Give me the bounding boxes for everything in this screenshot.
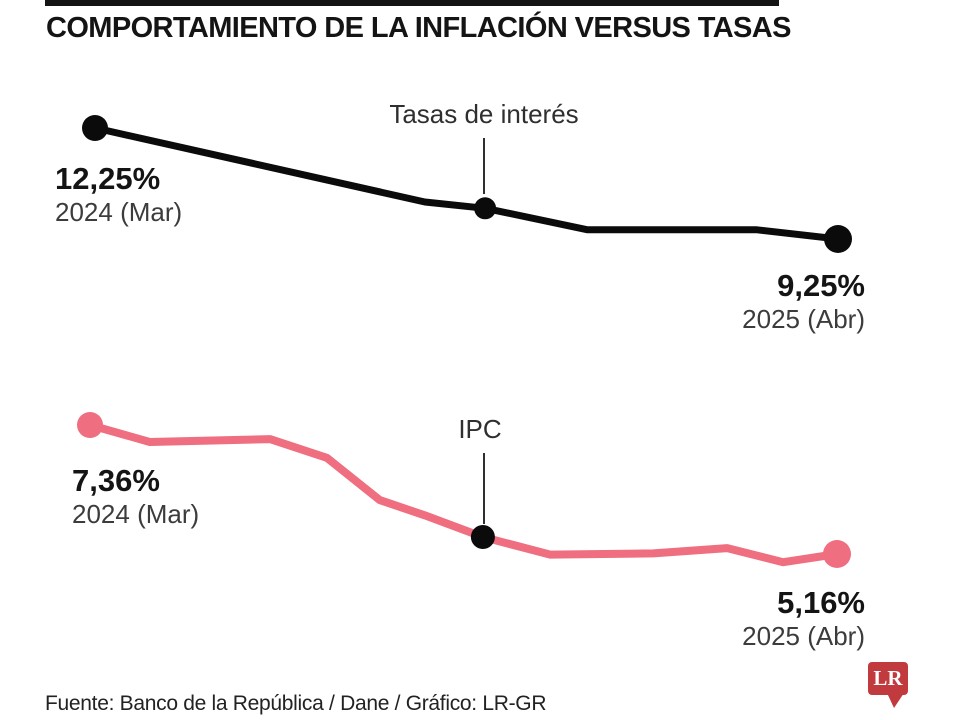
tasas-end-value: 9,25% (777, 268, 865, 303)
tasas-start-date: 2024 (Mar) (55, 197, 183, 228)
tasas-point-marker (824, 225, 852, 253)
ipc-point-marker (77, 412, 103, 438)
tasas-point-marker (82, 115, 108, 141)
tasas-point-marker (474, 197, 497, 220)
tasas-start-annotation: 12,25% 2024 (Mar) (55, 162, 182, 228)
tasas-end-annotation: 9,25% 2025 (Abr) (742, 269, 865, 335)
title-divider-bar (45, 0, 779, 6)
ipc-point-marker (470, 525, 495, 549)
source-credit: Fuente: Banco de la República / Dane / G… (45, 692, 547, 715)
ipc-end-date: 2025 (Abr) (742, 621, 865, 652)
tasas-start-value: 12,25% (55, 161, 161, 196)
lr-logo-text: LR (873, 666, 903, 690)
tasas-end-date: 2025 (Abr) (742, 304, 865, 335)
ipc-end-value: 5,16% (777, 585, 865, 620)
series-label-tasas: Tasas de interés (389, 99, 579, 129)
ipc-start-date: 2024 (Mar) (72, 499, 200, 530)
lr-logo: LR (868, 662, 908, 710)
ipc-line (86, 421, 841, 567)
ipc-end-annotation: 5,16% 2025 (Abr) (742, 586, 865, 652)
series-label-ipc: IPC (458, 414, 502, 444)
ipc-start-value: 7,36% (72, 463, 160, 498)
ipc-point-marker (823, 540, 851, 568)
ipc-start-annotation: 7,36% 2024 (Mar) (72, 464, 199, 530)
speech-bubble-icon (868, 662, 908, 708)
chart-title: COMPORTAMIENTO DE LA INFLACIÓN VERSUS TA… (46, 12, 791, 44)
tasas-line (91, 124, 842, 243)
